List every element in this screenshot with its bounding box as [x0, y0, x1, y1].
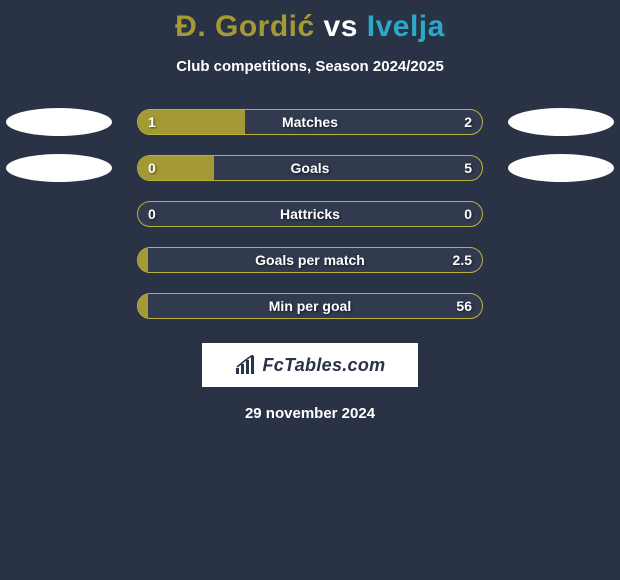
page-title: Đ. Gordić vs Ivelja	[175, 10, 445, 44]
stat-bar: 05Goals	[137, 155, 483, 181]
logo: FcTables.com	[235, 355, 386, 376]
player2-badge	[508, 108, 614, 136]
stat-value-left: 0	[148, 156, 156, 180]
stat-value-right: 2	[464, 110, 472, 134]
date-label: 29 november 2024	[245, 405, 375, 422]
stat-bar: 0 0Hattricks	[137, 201, 483, 227]
logo-text: FcTables.com	[263, 355, 386, 376]
stat-bar: 12Matches	[137, 109, 483, 135]
stat-row: 0 0Hattricks	[0, 201, 620, 227]
stat-row: 2.5Goals per match	[0, 247, 620, 273]
player2-badge	[508, 154, 614, 182]
stat-value-left: 1	[148, 110, 156, 134]
stat-value-left: 0	[148, 202, 156, 226]
bar-fill-left	[138, 248, 148, 272]
title-vs: vs	[324, 10, 358, 43]
stat-rows: 12Matches05Goals00Hattricks2.5Goals per …	[0, 109, 620, 319]
stat-value-right: 0	[464, 202, 472, 226]
stat-bar: 56Min per goal	[137, 293, 483, 319]
bar-fill-left	[138, 294, 148, 318]
stat-value-right: 2.5	[453, 248, 472, 272]
stat-row: 05Goals	[0, 155, 620, 181]
stat-value-right: 56	[456, 294, 472, 318]
comparison-card: Đ. Gordić vs Ivelja Club competitions, S…	[0, 0, 620, 422]
bars-icon	[235, 355, 257, 375]
stat-label: Goals per match	[138, 248, 482, 272]
stat-value-right: 5	[464, 156, 472, 180]
logo-panel: FcTables.com	[202, 343, 418, 387]
stat-label: Hattricks	[138, 202, 482, 226]
player1-name: Đ. Gordić	[175, 10, 315, 43]
stat-row: 12Matches	[0, 109, 620, 135]
player2-name: Ivelja	[367, 10, 445, 43]
subtitle: Club competitions, Season 2024/2025	[176, 58, 444, 75]
stat-bar: 2.5Goals per match	[137, 247, 483, 273]
stat-row: 56Min per goal	[0, 293, 620, 319]
player1-badge	[6, 108, 112, 136]
stat-label: Min per goal	[138, 294, 482, 318]
player1-badge	[6, 154, 112, 182]
